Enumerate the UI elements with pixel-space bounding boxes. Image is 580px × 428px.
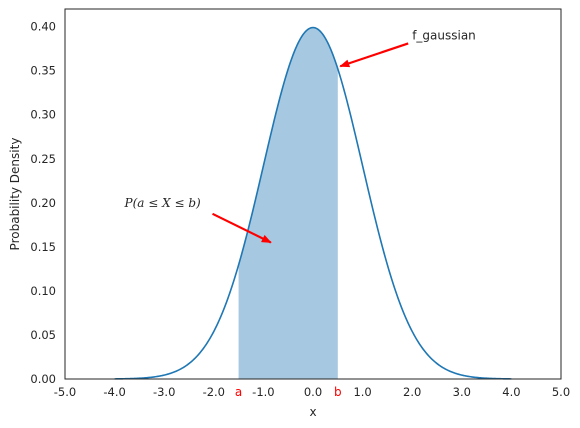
y-tick-label: 0.30 [30, 108, 56, 122]
plot-area [114, 26, 512, 380]
x-tick-label-b: b [334, 385, 342, 399]
y-tick-label: 0.40 [30, 20, 56, 34]
x-tick-label: -1.0 [252, 385, 274, 399]
y-tick-label: 0.20 [30, 196, 56, 210]
x-tick-label-a: a [235, 385, 242, 399]
x-tick-label: 5.0 [552, 385, 570, 399]
x-tick-label: 0.0 [304, 385, 322, 399]
x-tick-label: 3.0 [453, 385, 471, 399]
labels: -5.0 -4.0 -3.0 -2.0 -1.0 0.0 1.0 2.0 3.0 4.0 5.0 a b… [8, 20, 570, 419]
x-tick-label: 4.0 [502, 385, 520, 399]
x-tick-label: -4.0 [103, 385, 125, 399]
x-tick-label: 2.0 [403, 385, 421, 399]
gaussian-curve-line [114, 26, 512, 380]
y-tick-label: 0.25 [30, 152, 56, 166]
x-tick-label: -5.0 [54, 385, 76, 399]
area-annotation-text: P(a ≤ X ≤ b) [124, 196, 202, 210]
y-tick-label: 0.35 [30, 64, 56, 78]
area-annotation-arrow [212, 212, 272, 244]
curve-annotation-text: f_gaussian [412, 28, 476, 42]
x-tick-label: -2.0 [203, 385, 225, 399]
shaded-probability-area [238, 27, 338, 380]
x-tick-label: -3.0 [153, 385, 175, 399]
x-tick-label: 1.0 [353, 385, 371, 399]
y-axis-label: Probability Density [8, 138, 22, 251]
y-tick-label: 0.15 [30, 240, 56, 254]
curve-annotation-arrow [339, 42, 409, 68]
x-axis-label: x [309, 405, 316, 419]
y-tick-label: 0.05 [30, 328, 56, 342]
axes [64, 8, 562, 380]
y-tick-label: 0.10 [30, 284, 56, 298]
plot-frame [64, 8, 562, 380]
y-tick-label: 0.00 [30, 372, 56, 386]
